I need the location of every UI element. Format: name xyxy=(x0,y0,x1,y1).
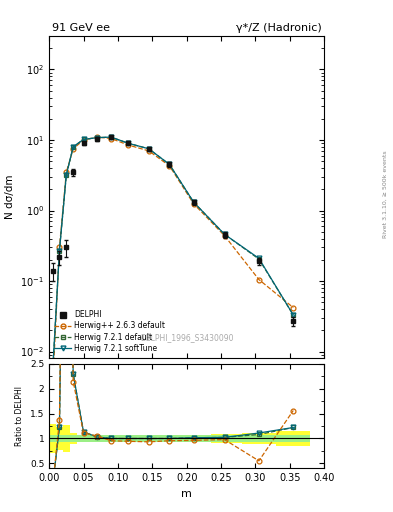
Text: Rivet 3.1.10, ≥ 500k events: Rivet 3.1.10, ≥ 500k events xyxy=(383,151,388,239)
X-axis label: m: m xyxy=(181,489,192,499)
Text: DELPHI_1996_S3430090: DELPHI_1996_S3430090 xyxy=(140,333,233,343)
Text: 91 GeV ee: 91 GeV ee xyxy=(52,23,110,33)
Y-axis label: Ratio to DELPHI: Ratio to DELPHI xyxy=(15,386,24,446)
Legend: DELPHI, Herwig++ 2.6.3 default, Herwig 7.2.1 default, Herwig 7.2.1 softTune: DELPHI, Herwig++ 2.6.3 default, Herwig 7… xyxy=(53,309,167,355)
Text: γ*/Z (Hadronic): γ*/Z (Hadronic) xyxy=(236,23,321,33)
Y-axis label: N dσ/dm: N dσ/dm xyxy=(5,175,15,219)
